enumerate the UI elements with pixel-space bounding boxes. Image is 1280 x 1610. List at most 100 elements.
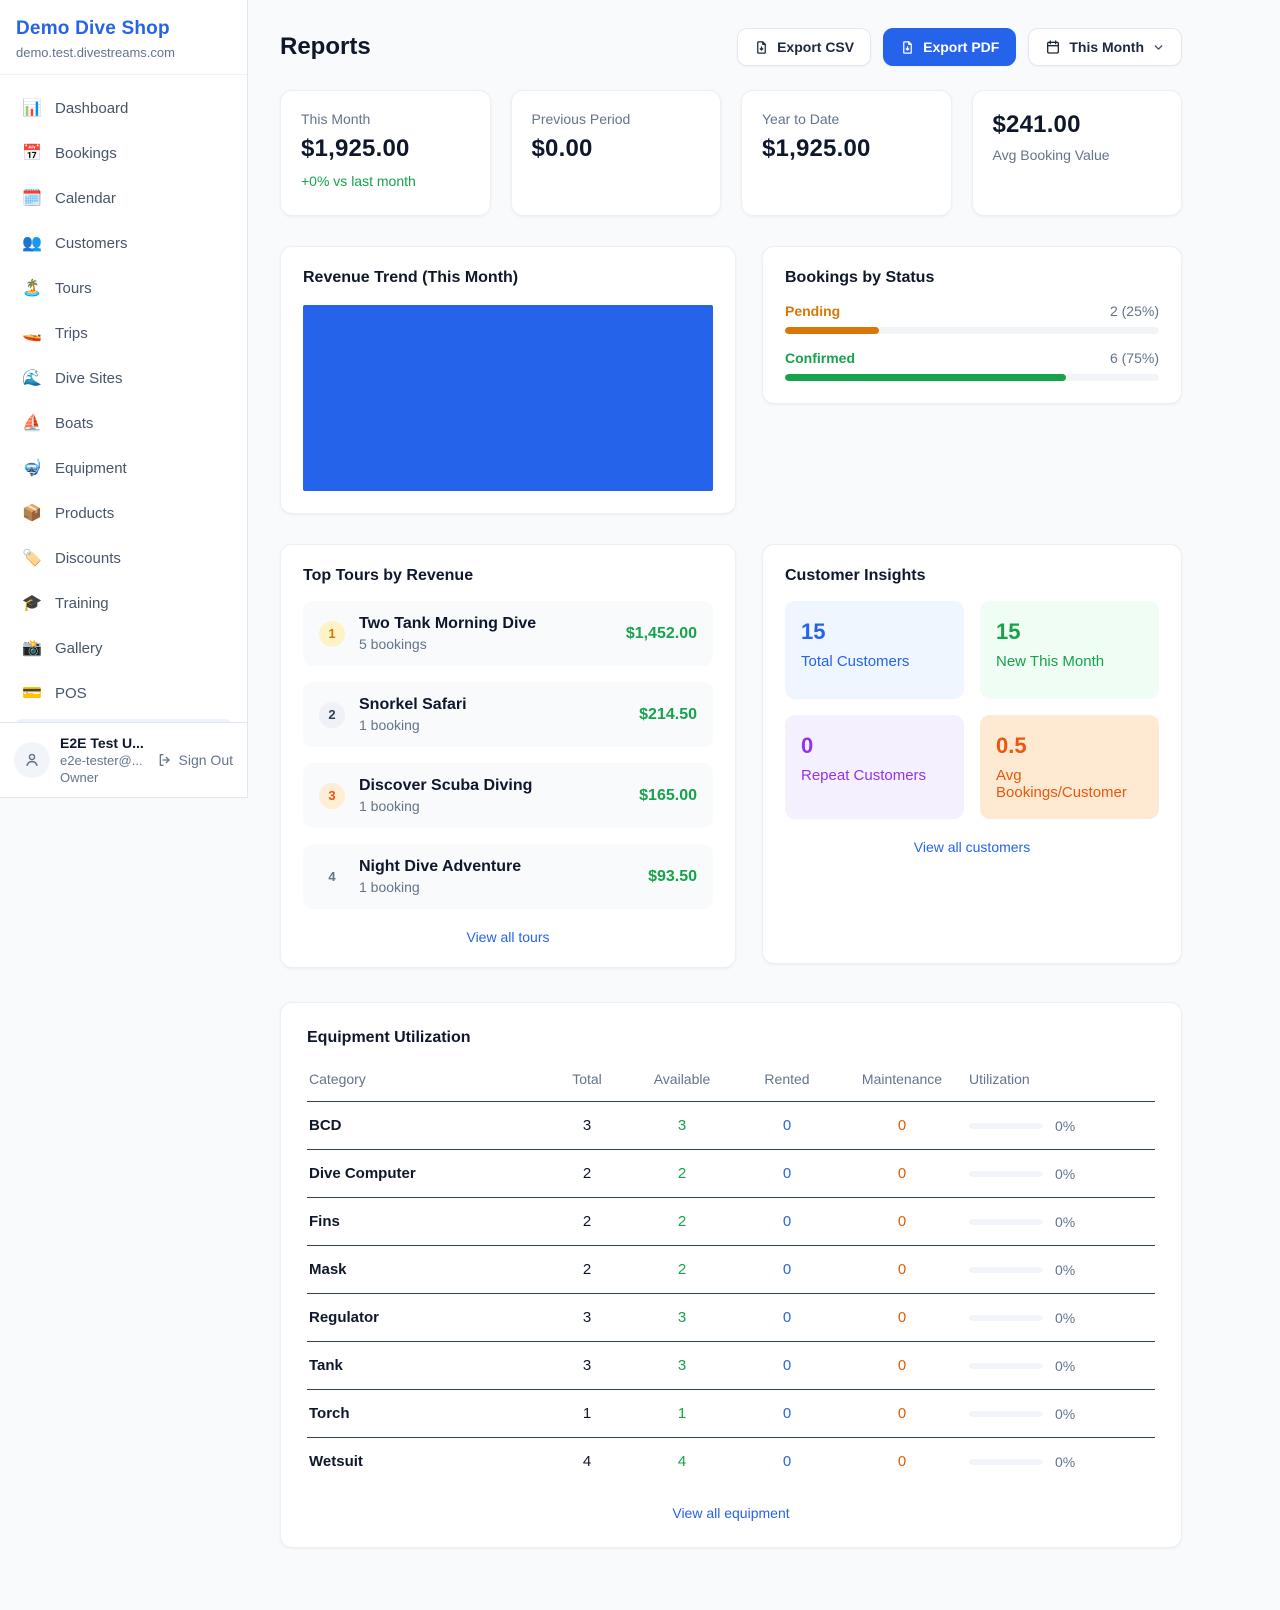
stat-value: $1,925.00 xyxy=(301,135,410,162)
utilization-track xyxy=(969,1314,1043,1321)
cell-maintenance: 0 xyxy=(837,1101,967,1150)
cell-total: 3 xyxy=(547,1293,627,1342)
view-all-equipment-link[interactable]: View all equipment xyxy=(672,1505,790,1521)
tour-revenue: $93.50 xyxy=(648,867,697,885)
chevron-down-icon xyxy=(1154,44,1163,50)
table-row: Fins 2 2 0 0 0% xyxy=(307,1197,1155,1246)
sidebar-item-dive-sites[interactable]: 🌊 Dive Sites xyxy=(8,359,239,397)
sidebar-item-calendar[interactable]: 🗓️ Calendar xyxy=(8,179,239,217)
logout-icon xyxy=(159,754,170,766)
equipment-icon: 🤿 xyxy=(22,460,42,477)
cell-maintenance: 0 xyxy=(837,1389,967,1438)
gallery-icon: 📸 xyxy=(22,640,42,657)
col-available: Available xyxy=(627,1061,737,1102)
view-all-tours-link[interactable]: View all tours xyxy=(466,929,550,945)
tour-list-item: 4 Night Dive Adventure 1 booking $93.50 xyxy=(303,844,713,909)
stat-card-this-month: This Month $1,925.00 +0% vs last month xyxy=(280,90,491,216)
utilization-track xyxy=(969,1410,1043,1417)
sidebar-item-label: Customers xyxy=(55,234,128,252)
utilization-cell: 0% xyxy=(969,1262,1149,1278)
cell-available: 3 xyxy=(627,1293,737,1342)
sidebar-item-pos[interactable]: 💳 POS xyxy=(8,674,239,712)
sidebar-item-label: Tours xyxy=(55,279,92,297)
bookings-by-status-title: Bookings by Status xyxy=(785,269,935,286)
sidebar-header: Demo Dive Shop demo.test.divestreams.com xyxy=(0,0,247,75)
user-name: E2E Test U... xyxy=(60,735,144,751)
sidebar-item-label: Trips xyxy=(55,324,88,342)
cell-total: 4 xyxy=(582,1453,592,1470)
sidebar-item-discounts[interactable]: 🏷️ Discounts xyxy=(8,539,239,577)
tour-list-item: 1 Two Tank Morning Dive 5 bookings $1,45… xyxy=(303,601,713,666)
trips-icon: 🚤 xyxy=(22,325,42,342)
file-download-icon xyxy=(903,40,912,54)
table-header-row: Category Total Available Rented Maintena… xyxy=(307,1061,1155,1102)
sidebar-item-dashboard[interactable]: 📊 Dashboard xyxy=(8,89,239,127)
cell-total: 2 xyxy=(547,1197,627,1246)
progress-track xyxy=(785,327,1159,334)
sidebar-item-label: Calendar xyxy=(55,189,116,207)
sidebar-item-training[interactable]: 🎓 Training xyxy=(8,584,239,622)
utilization-track xyxy=(969,1362,1043,1369)
insight-tiles: 15 Total Customers 15 New This Month 0 R… xyxy=(785,601,1159,819)
stat-label: Year to Date xyxy=(762,111,840,127)
stat-label: Avg Booking Value xyxy=(992,147,1110,163)
sidebar-item-tours[interactable]: 🏝️ Tours xyxy=(8,269,239,307)
sidebar-item-label: Dive Sites xyxy=(55,369,123,387)
cell-category: Fins xyxy=(307,1197,547,1246)
cell-available: 2 xyxy=(627,1245,737,1294)
avatar xyxy=(14,742,50,778)
shop-domain: demo.test.divestreams.com xyxy=(16,45,175,60)
table-row: Tank 3 3 0 0 0% xyxy=(307,1341,1155,1390)
status-label-pending: Pending xyxy=(785,303,841,319)
sidebar-item-label: Boats xyxy=(55,414,94,432)
table-row: BCD 3 3 0 0 0% xyxy=(307,1101,1155,1150)
equipment-utilization-title: Equipment Utilization xyxy=(307,1029,471,1046)
stat-card-year-to-date: Year to Date $1,925.00 xyxy=(741,90,952,216)
training-icon: 🎓 xyxy=(22,595,42,612)
utilization-cell: 0% xyxy=(969,1406,1149,1422)
export-pdf-button[interactable]: Export PDF xyxy=(883,28,1017,66)
period-selector[interactable]: This Month xyxy=(1028,28,1182,66)
insights-row: Top Tours by Revenue 1 Two Tank Morning … xyxy=(280,544,1182,968)
sidebar-item-label: Bookings xyxy=(55,144,117,162)
sidebar-item-products[interactable]: 📦 Products xyxy=(8,494,239,532)
export-csv-button[interactable]: Export CSV xyxy=(737,28,872,66)
utilization-track xyxy=(969,1458,1043,1465)
sidebar-item-bookings[interactable]: 📅 Bookings xyxy=(8,134,239,172)
tour-name: Two Tank Morning Dive xyxy=(359,615,537,632)
cell-category: Torch xyxy=(307,1389,547,1438)
main-content: Reports Export CSV Export PDF xyxy=(248,0,1182,1610)
tours-icon: 🏝️ xyxy=(22,280,42,297)
header-actions: Export CSV Export PDF This Month xyxy=(737,28,1182,66)
sidebar-item-reports-partial[interactable] xyxy=(14,719,233,722)
stat-delta: +0% vs last month xyxy=(301,173,416,189)
sidebar-item-label: Gallery xyxy=(55,639,103,657)
insight-tile-total-customers: 15 Total Customers xyxy=(785,601,964,699)
col-rented: Rented xyxy=(737,1061,837,1102)
sign-out-button[interactable]: Sign Out xyxy=(157,752,233,768)
sidebar-user-section: E2E Test U... e2e-tester@... Owner Sign … xyxy=(0,722,247,797)
sidebar-item-label: Dashboard xyxy=(55,99,129,117)
user-icon xyxy=(26,753,38,766)
sidebar-item-boats[interactable]: ⛵ Boats xyxy=(8,404,239,442)
cell-category: Dive Computer xyxy=(307,1149,547,1198)
sidebar-item-gallery[interactable]: 📸 Gallery xyxy=(8,629,239,667)
tour-list-item: 3 Discover Scuba Diving 1 booking $165.0… xyxy=(303,763,713,828)
sidebar-item-equipment[interactable]: 🤿 Equipment xyxy=(8,449,239,487)
sidebar-item-customers[interactable]: 👥 Customers xyxy=(8,224,239,262)
cell-total: 1 xyxy=(547,1389,627,1438)
sidebar-item-trips[interactable]: 🚤 Trips xyxy=(8,314,239,352)
insight-value: 0.5 xyxy=(996,733,1027,758)
insight-tile-repeat-customers: 0 Repeat Customers xyxy=(785,715,964,819)
top-tours-title: Top Tours by Revenue xyxy=(303,567,474,584)
utilization-percent: 0% xyxy=(1055,1357,1076,1374)
cell-rented: 0 xyxy=(737,1293,837,1342)
view-all-customers-link[interactable]: View all customers xyxy=(913,839,1031,855)
tour-bookings: 5 bookings xyxy=(359,636,427,652)
cell-rented: 0 xyxy=(737,1389,837,1438)
export-csv-label: Export CSV xyxy=(777,39,855,55)
discounts-icon: 🏷️ xyxy=(22,550,42,567)
dashboard-icon: 📊 xyxy=(22,100,42,117)
rank-badge: 3 xyxy=(319,782,345,809)
status-label-confirmed: Confirmed xyxy=(785,350,855,366)
